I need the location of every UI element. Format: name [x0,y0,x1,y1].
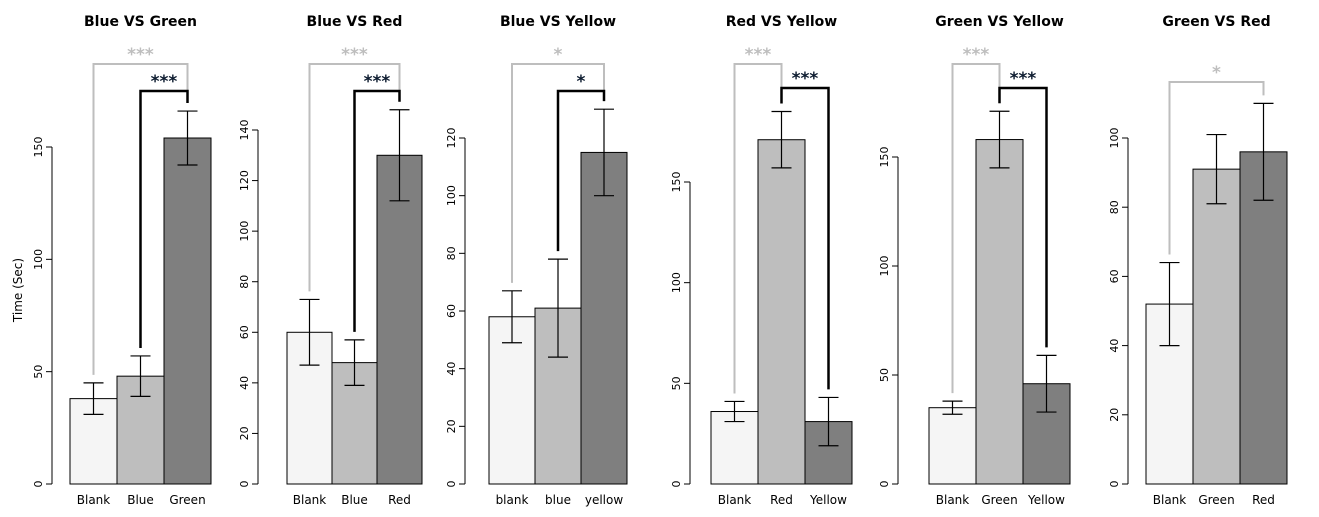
category-label: Blank [936,493,970,507]
y-tick-label: 60 [1108,269,1121,283]
significance-stars: * [1212,63,1221,83]
chart-title: Blue VS Yellow [500,14,616,30]
y-tick-label: 50 [878,368,891,382]
bar [928,407,977,485]
y-tick-label: 40 [238,376,251,390]
bar [116,375,165,485]
significance-stars: *** [1010,69,1037,89]
chart-title: Blue VS Green [84,14,197,30]
category-label: Red [770,493,793,507]
y-tick-label: 100 [670,272,683,293]
category-label: Green [981,493,1017,507]
y-tick-label: 120 [445,128,458,149]
significance-bracket-outer [92,63,189,375]
category-label: Red [388,493,411,507]
significance-stars: *** [745,45,772,65]
bar [975,139,1024,485]
significance-bracket-outer [511,63,605,283]
y-tick-label: 80 [1108,200,1121,214]
significance-bracket-outer [308,63,401,292]
category-label: Blank [718,493,752,507]
y-tick-label: 0 [32,481,45,488]
category-label: blue [545,493,571,507]
bar [710,411,759,485]
significance-stars: * [554,45,563,65]
bar [1192,168,1241,485]
y-tick-label: 0 [878,481,891,488]
y-tick-label: 0 [445,481,458,488]
category-label: blank [496,493,529,507]
bar [376,154,423,485]
category-label: Blue [127,493,154,507]
y-tick-label: 0 [1108,481,1121,488]
y-tick-label: 120 [238,170,251,191]
y-tick-label: 140 [238,120,251,141]
chart-title: Green VS Yellow [935,14,1064,30]
category-label: Yellow [809,493,847,507]
y-tick-label: 150 [670,172,683,193]
significance-stars: * [577,72,586,92]
significance-stars: *** [127,45,154,65]
significance-bracket-outer [733,63,783,394]
y-tick-label: 150 [878,147,891,168]
significance-bracket-inner [780,86,830,390]
bar [163,137,212,485]
y-axis-label: Time (Sec) [11,258,25,323]
category-label: yellow [585,493,623,507]
y-tick-label: 80 [238,275,251,289]
significance-stars: *** [151,72,178,92]
significance-stars: *** [341,45,368,65]
y-tick-label: 0 [670,481,683,488]
bar [580,151,628,485]
y-tick-label: 150 [32,137,45,158]
significance-bracket-inner [556,89,606,252]
significance-bracket-inner [139,89,189,348]
category-label: Yellow [1027,493,1065,507]
significance-bracket-outer [951,63,1001,394]
category-label: Blank [77,493,111,507]
y-tick-label: 100 [445,185,458,206]
y-tick-label: 100 [238,221,251,242]
category-label: Green [1198,493,1234,507]
bar [1239,151,1288,485]
y-tick-label: 50 [670,376,683,390]
y-tick-label: 100 [878,256,891,277]
chart-title: Green VS Red [1162,14,1270,30]
y-tick-label: 20 [1108,408,1121,422]
category-label: Blue [341,493,368,507]
chart-title: Red VS Yellow [726,14,838,30]
bar [757,139,806,485]
category-label: Red [1252,493,1275,507]
y-tick-label: 40 [445,362,458,376]
y-tick-label: 60 [445,304,458,318]
chart-title: Blue VS Red [307,14,403,30]
y-tick-label: 100 [1108,128,1121,149]
y-tick-label: 80 [445,246,458,260]
category-label: Blank [1153,493,1187,507]
category-label: Blank [293,493,327,507]
significance-bracket-inner [353,89,401,332]
significance-bracket-inner [998,86,1048,348]
category-label: Green [169,493,205,507]
y-tick-label: 20 [445,419,458,433]
significance-bracket-outer [1168,81,1265,255]
significance-stars: *** [364,72,391,92]
y-tick-label: 60 [238,325,251,339]
y-tick-label: 50 [32,365,45,379]
y-tick-label: 20 [238,426,251,440]
significance-stars: *** [963,45,990,65]
significance-stars: *** [792,69,819,89]
y-tick-label: 100 [32,249,45,270]
y-tick-label: 0 [238,481,251,488]
y-tick-label: 40 [1108,339,1121,353]
